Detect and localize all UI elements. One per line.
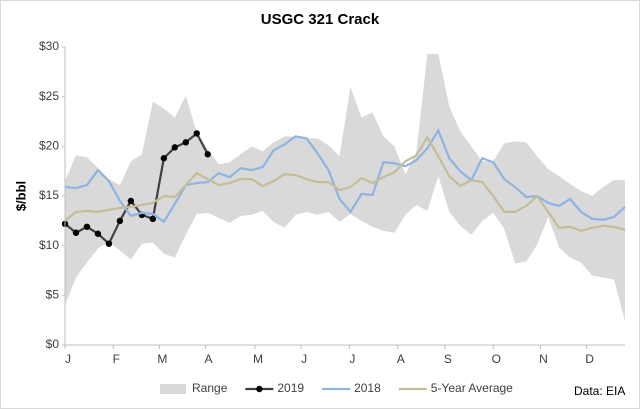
y-tick-label: $25	[39, 89, 59, 103]
x-tick-label: J	[301, 352, 307, 366]
y-tick-label: $20	[39, 139, 59, 153]
x-tick-label: J	[65, 352, 71, 366]
data-point	[72, 229, 80, 236]
series-line	[64, 135, 626, 232]
data-point	[204, 151, 211, 158]
x-tick-label: F	[113, 352, 120, 366]
data-point	[160, 155, 168, 162]
series-line	[64, 127, 626, 224]
y-tick-label: $30	[39, 39, 59, 53]
legend-label: Range	[192, 381, 228, 395]
data-point	[193, 130, 200, 137]
data-point	[116, 217, 124, 225]
data-point	[149, 215, 157, 223]
data-point	[105, 240, 113, 247]
legend-marker	[256, 385, 263, 393]
chart-title: USGC 321 Crack	[261, 11, 380, 28]
x-tick-label: O	[492, 352, 501, 366]
y-tick-label: $15	[39, 188, 59, 202]
legend-label: 5-Year Average	[431, 381, 513, 395]
data-point	[94, 230, 102, 237]
y-axis-label: $/bbl	[13, 181, 28, 211]
legend-label: 2018	[354, 381, 381, 395]
legend-label: 2019	[277, 381, 304, 395]
data-point	[182, 139, 189, 146]
annotation: Data: EIA	[574, 384, 625, 398]
y-tick-label: $10	[39, 238, 59, 252]
legend-swatch	[160, 384, 186, 394]
y-tick-label: $0	[46, 337, 60, 351]
x-tick-label: A	[205, 352, 213, 366]
x-tick-label: D	[585, 352, 594, 366]
x-tick-label: S	[444, 352, 452, 366]
x-tick-label: J	[349, 352, 355, 366]
y-tick-label: $5	[46, 288, 60, 302]
x-tick-label: N	[539, 352, 548, 366]
data-point	[83, 223, 91, 230]
x-tick-label: M	[157, 352, 167, 366]
data-point	[171, 144, 179, 151]
data-point	[127, 197, 135, 205]
x-tick-label: M	[253, 352, 263, 366]
x-tick-label: A	[397, 352, 405, 366]
